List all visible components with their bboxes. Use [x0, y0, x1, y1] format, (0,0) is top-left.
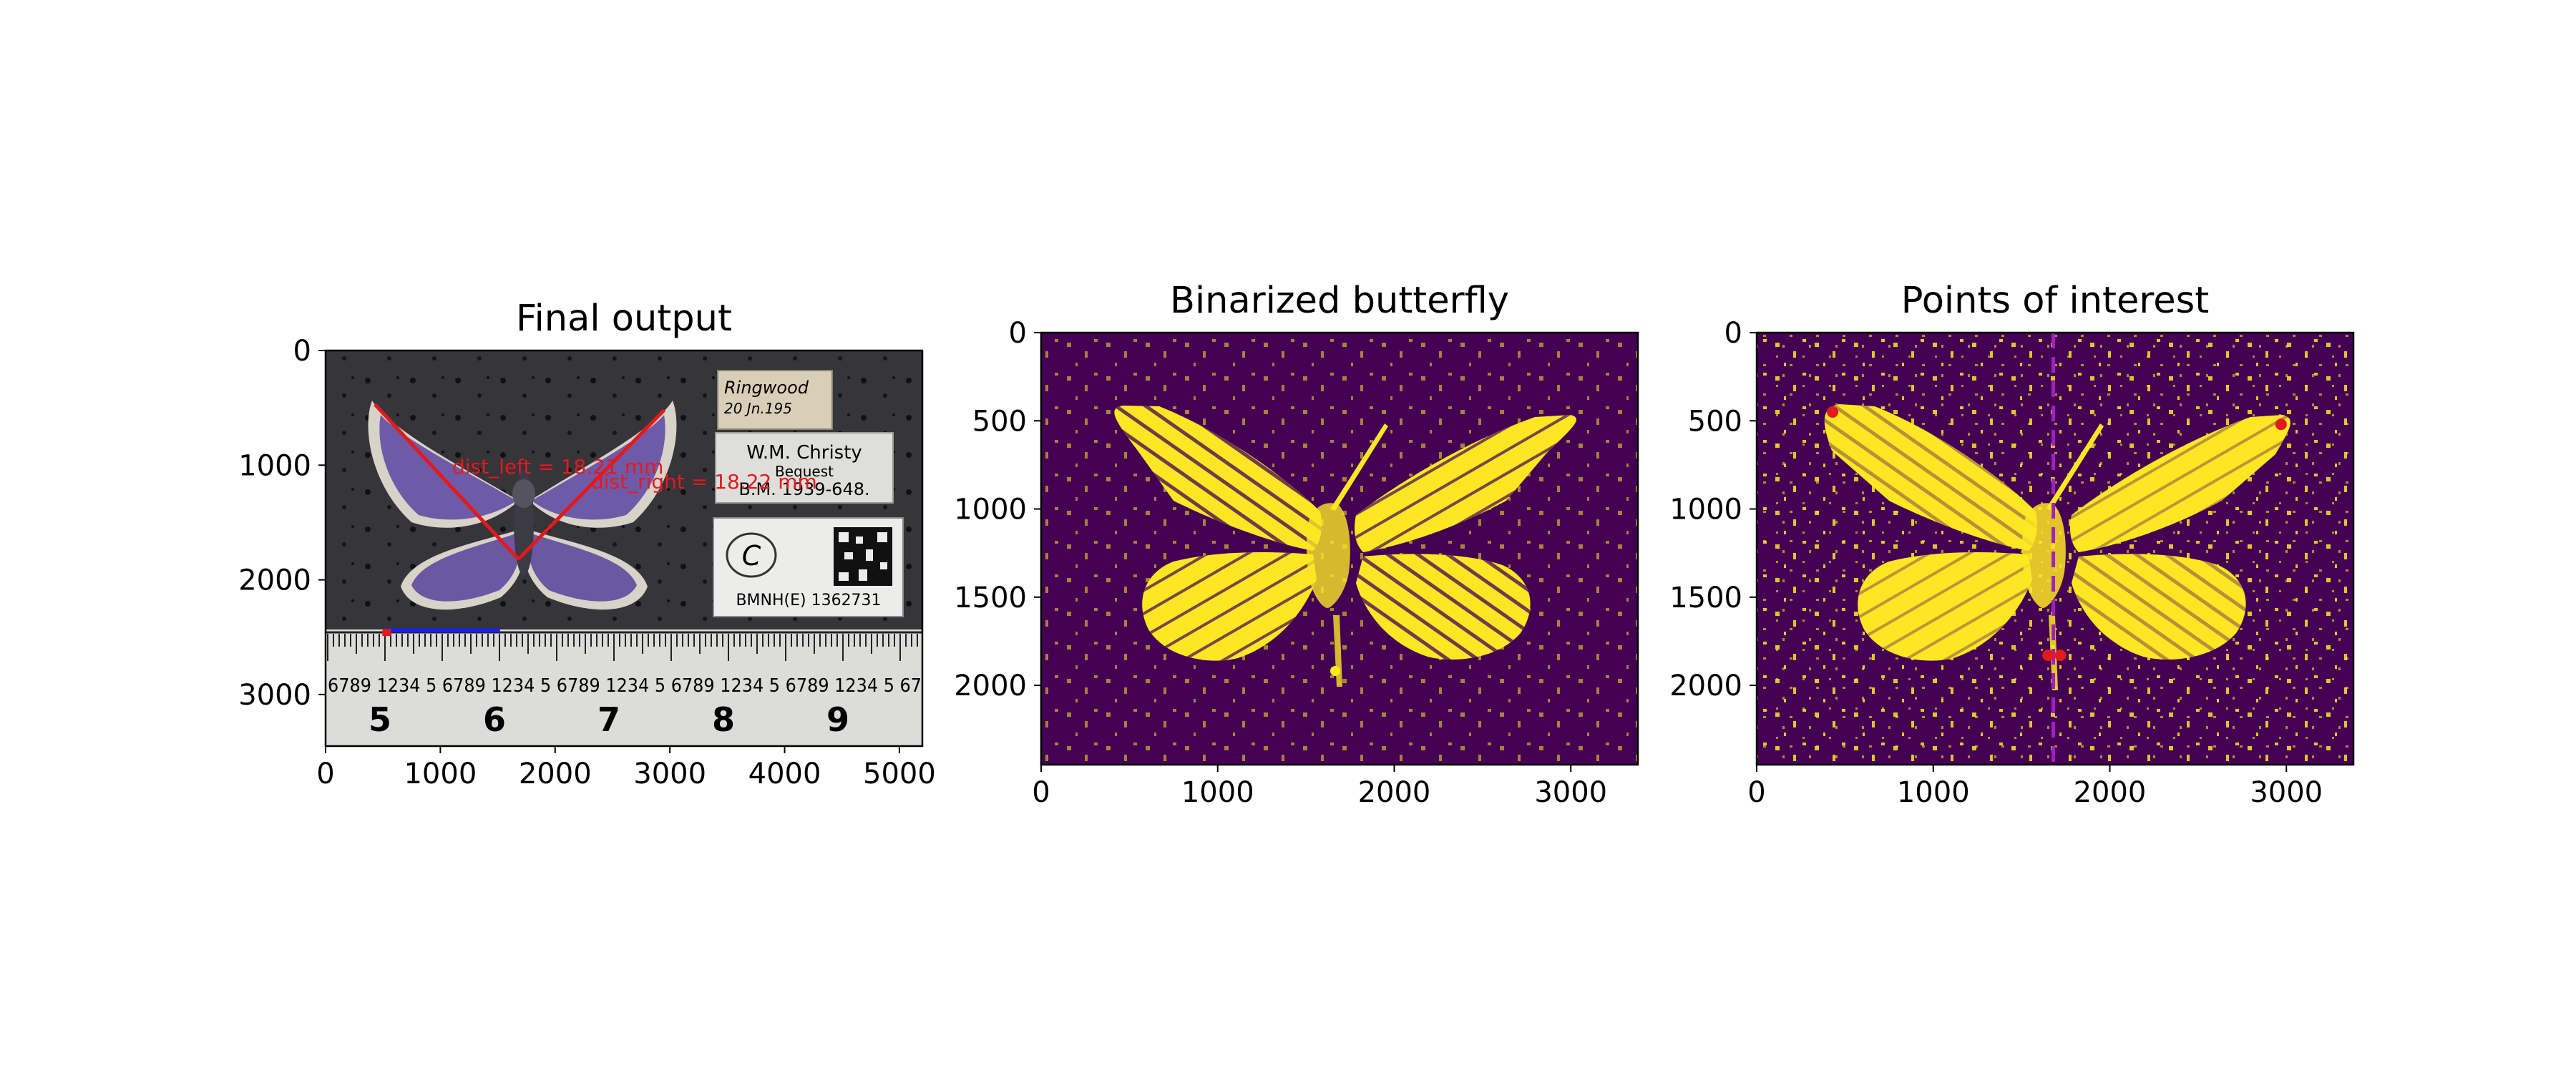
x-tick-label: 4000 [748, 758, 821, 790]
annotation-dist-right: dist_right = 18.22 mm [591, 470, 817, 494]
photo-butterfly [368, 401, 677, 610]
points-mask-image [1757, 333, 2353, 765]
y-tick-label: 1500 [954, 582, 1027, 614]
label-bequest: Bequest [775, 463, 834, 480]
label-locality: Ringwood [724, 378, 809, 398]
points-overlay [1827, 333, 2287, 765]
x-tick-label: 2000 [2074, 776, 2147, 809]
ruler-digits: 6789 1234 5 6789 1234 5 6789 1234 5 6789… [328, 675, 922, 697]
butterfly-mask [1114, 406, 1576, 687]
panel-final-output: Final output Ringwood 20 Jn.19 [238, 298, 936, 790]
x-tick-label: 0 [1032, 776, 1050, 809]
ruler-number-8: 8 [712, 700, 735, 739]
annotation-dist-left: dist_left = 18.21 mm [452, 455, 663, 479]
y-tick-label: 1500 [1669, 582, 1742, 614]
label-register: B.M. 1939-648. [738, 479, 869, 499]
wing-line-right [517, 408, 665, 561]
y-tick-label: 500 [1688, 405, 1742, 438]
panel-title: Final output [516, 298, 732, 340]
wing-line-left [374, 403, 520, 561]
binary-mask-image [1041, 333, 1638, 765]
nhm-logo-icon [726, 532, 777, 578]
axes-ticks: 0 1000 2000 3000 4000 5000 0 1000 2000 3000 [238, 335, 936, 790]
point-of-interest [2275, 418, 2287, 431]
y-tick-label: 1000 [238, 449, 311, 482]
y-tick-label: 0 [1009, 317, 1027, 350]
x-tick-label: 2000 [519, 758, 592, 790]
point-of-interest [1827, 406, 1839, 418]
x-tick-label: 3000 [633, 758, 706, 790]
y-tick-label: 0 [293, 335, 311, 368]
ruler-number-7: 7 [597, 700, 620, 739]
x-tick-label: 1000 [1897, 776, 1970, 809]
ruler-number-6: 6 [483, 700, 506, 739]
butterfly-mask [1824, 404, 2290, 690]
x-tick-label: 1000 [1181, 776, 1254, 809]
label-catalogue-id: BMNH(E) 1362731 [736, 592, 881, 609]
point-of-interest [2054, 650, 2067, 662]
x-tick-label: 0 [1747, 776, 1765, 809]
point-of-interest [2042, 650, 2054, 662]
panel-title: Binarized butterfly [1170, 280, 1509, 322]
x-tick-label: 3000 [1534, 776, 1607, 809]
axes-frame [1040, 331, 1639, 766]
axes-ticks: 0 1000 2000 3000 0 500 1000 1500 2000 [1669, 317, 2323, 809]
specimen-labels: Ringwood 20 Jn.195 W.M. Christy Bequest … [713, 370, 904, 617]
panel-title: Points of interest [1901, 280, 2209, 322]
label-date: 20 Jn.195 [724, 400, 792, 417]
ruler-number-5: 5 [369, 700, 391, 739]
y-tick-label: 500 [972, 405, 1027, 438]
scale-bar-marker [382, 629, 391, 637]
x-tick-label: 5000 [863, 758, 936, 790]
y-tick-label: 2000 [954, 670, 1027, 702]
y-tick-label: 1000 [1669, 494, 1742, 526]
y-tick-label: 1000 [954, 494, 1027, 526]
x-tick-label: 2000 [1358, 776, 1431, 809]
x-tick-label: 0 [316, 758, 334, 790]
y-tick-label: 2000 [1669, 670, 1742, 702]
axes-frame [1755, 331, 2355, 766]
y-tick-label: 2000 [238, 564, 311, 597]
ruler-number-9: 9 [826, 700, 849, 739]
panel-points-of-interest: Points of interest 0 1000 2000 3000 0 500 1000 [1669, 280, 2355, 809]
ruler: 6789 1234 5 6789 1234 5 6789 1234 5 6789… [326, 629, 922, 746]
x-tick-label: 1000 [404, 758, 477, 790]
nhm-logo-letter: C [742, 540, 761, 572]
panel-binarized-butterfly: Binarized butterfly 0 1000 2000 3000 0 500 100… [954, 280, 1639, 809]
label-collector: W.M. Christy [746, 442, 862, 464]
x-tick-label: 3000 [2250, 776, 2323, 809]
y-tick-label: 3000 [238, 679, 311, 712]
axes-ticks: 0 1000 2000 3000 0 500 1000 1500 2000 [954, 317, 1607, 809]
qr-code-icon [834, 527, 892, 586]
y-tick-label: 0 [1724, 317, 1742, 350]
measurement-overlay [374, 403, 665, 637]
photo-image: Ringwood 20 Jn.195 W.M. Christy Bequest … [326, 351, 922, 746]
axes-frame [324, 349, 924, 748]
